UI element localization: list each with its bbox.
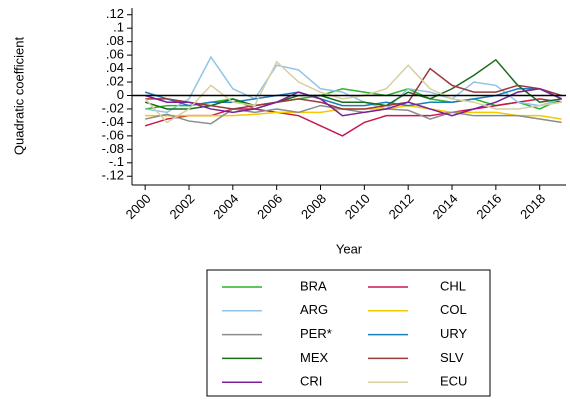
x-tick-label: 2002 <box>166 191 197 222</box>
y-tick-label: .04 <box>106 60 124 75</box>
y-tick-label: -.06 <box>102 127 124 142</box>
legend-label: SLV <box>440 350 464 365</box>
x-tick-label: 2000 <box>123 191 154 222</box>
y-tick-label: .08 <box>106 33 124 48</box>
x-tick-label: 2018 <box>517 191 548 222</box>
legend-label: MEX <box>300 350 329 365</box>
x-tick-label: 2004 <box>210 191 241 222</box>
series-line <box>145 55 562 114</box>
legend-label: PER* <box>300 326 332 341</box>
series-line <box>144 58 562 110</box>
y-tick-label: 0 <box>117 87 124 102</box>
legend-label: ARG <box>300 302 328 317</box>
legend-label: URY <box>440 326 468 341</box>
y-tick-label: .1 <box>113 20 124 35</box>
y-tick-label: -.08 <box>102 141 124 156</box>
x-tick-label: 2014 <box>430 191 461 222</box>
legend-label: COL <box>440 302 467 317</box>
y-tick-label: .06 <box>106 47 124 62</box>
y-tick-label: .02 <box>106 73 124 88</box>
x-tick-label: 2012 <box>386 191 417 222</box>
x-tick-label: 2006 <box>254 191 285 222</box>
legend-label: BRA <box>300 278 327 293</box>
series-line <box>144 104 562 125</box>
x-tick-label: 2016 <box>473 191 504 222</box>
series-line <box>145 67 562 110</box>
legend-label: CHL <box>440 278 466 293</box>
y-tick-label: -.12 <box>102 168 124 183</box>
legend-label: CRI <box>300 374 322 389</box>
y-tick-label: -.02 <box>102 100 124 115</box>
series-line <box>144 87 562 117</box>
x-tick-label: 2008 <box>298 191 329 222</box>
x-tick-label: 2010 <box>342 191 373 222</box>
legend-label: ECU <box>440 374 467 389</box>
series-line <box>144 60 562 124</box>
x-axis-title: Year <box>336 241 363 256</box>
series-line <box>144 98 562 137</box>
y-tick-label: -.04 <box>102 114 124 129</box>
y-tick-label: .12 <box>106 6 124 21</box>
legend-box <box>206 269 491 397</box>
y-tick-label: -.1 <box>109 154 124 169</box>
y-axis-title: Quadratic coefficient <box>11 36 26 155</box>
